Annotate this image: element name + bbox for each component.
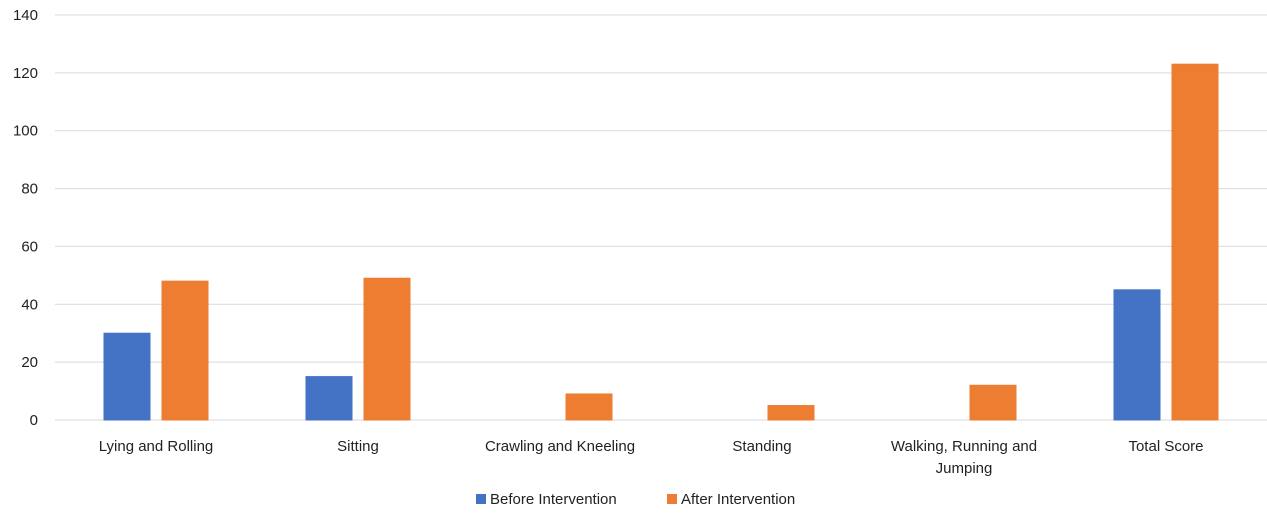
x-category-label: Total Score bbox=[1128, 438, 1203, 455]
bar-after bbox=[969, 384, 1017, 421]
x-category-label: Sitting bbox=[337, 438, 379, 455]
x-category-label-line: Sitting bbox=[337, 438, 379, 455]
legend-swatch bbox=[667, 494, 677, 504]
x-category-label-line: Jumping bbox=[936, 460, 993, 477]
y-tick-label: 40 bbox=[21, 296, 38, 313]
y-tick-label: 60 bbox=[21, 238, 38, 255]
bar-after bbox=[1171, 63, 1219, 421]
y-axis-tick-labels: 0 20 40 60 80 100 120 140 bbox=[13, 7, 38, 429]
y-tick-label: 100 bbox=[13, 123, 38, 140]
bar-after bbox=[565, 393, 613, 421]
bar-after bbox=[161, 280, 209, 421]
legend-swatch bbox=[476, 494, 486, 504]
y-tick-label: 80 bbox=[21, 181, 38, 198]
bars bbox=[103, 63, 1219, 421]
bar-after bbox=[767, 405, 815, 421]
y-tick-label: 20 bbox=[21, 354, 38, 371]
x-category-label-line: Standing bbox=[732, 438, 791, 455]
legend: Before Intervention After Intervention bbox=[476, 491, 795, 508]
x-category-label: Crawling and Kneeling bbox=[485, 438, 635, 455]
y-tick-label: 0 bbox=[30, 412, 38, 429]
bar-before bbox=[103, 332, 151, 421]
y-tick-label: 120 bbox=[13, 65, 38, 82]
x-category-label-line: Walking, Running and bbox=[891, 438, 1037, 455]
x-category-label-line: Crawling and Kneeling bbox=[485, 438, 635, 455]
y-tick-label: 140 bbox=[13, 7, 38, 24]
bar-after bbox=[363, 277, 411, 421]
legend-label: Before Intervention bbox=[490, 491, 617, 508]
x-category-label-line: Total Score bbox=[1128, 438, 1203, 455]
legend-label: After Intervention bbox=[681, 491, 795, 508]
bar-before bbox=[1113, 289, 1161, 421]
x-category-label: Standing bbox=[732, 438, 791, 455]
bar-before bbox=[305, 376, 353, 421]
x-category-label: Lying and Rolling bbox=[99, 438, 214, 455]
gridlines bbox=[55, 14, 1267, 421]
x-category-label: Walking, Running and Jumping bbox=[891, 438, 1037, 477]
x-axis-category-labels: Lying and Rolling Sitting Crawling and Kne… bbox=[99, 438, 1204, 477]
x-category-label-line: Lying and Rolling bbox=[99, 438, 214, 455]
